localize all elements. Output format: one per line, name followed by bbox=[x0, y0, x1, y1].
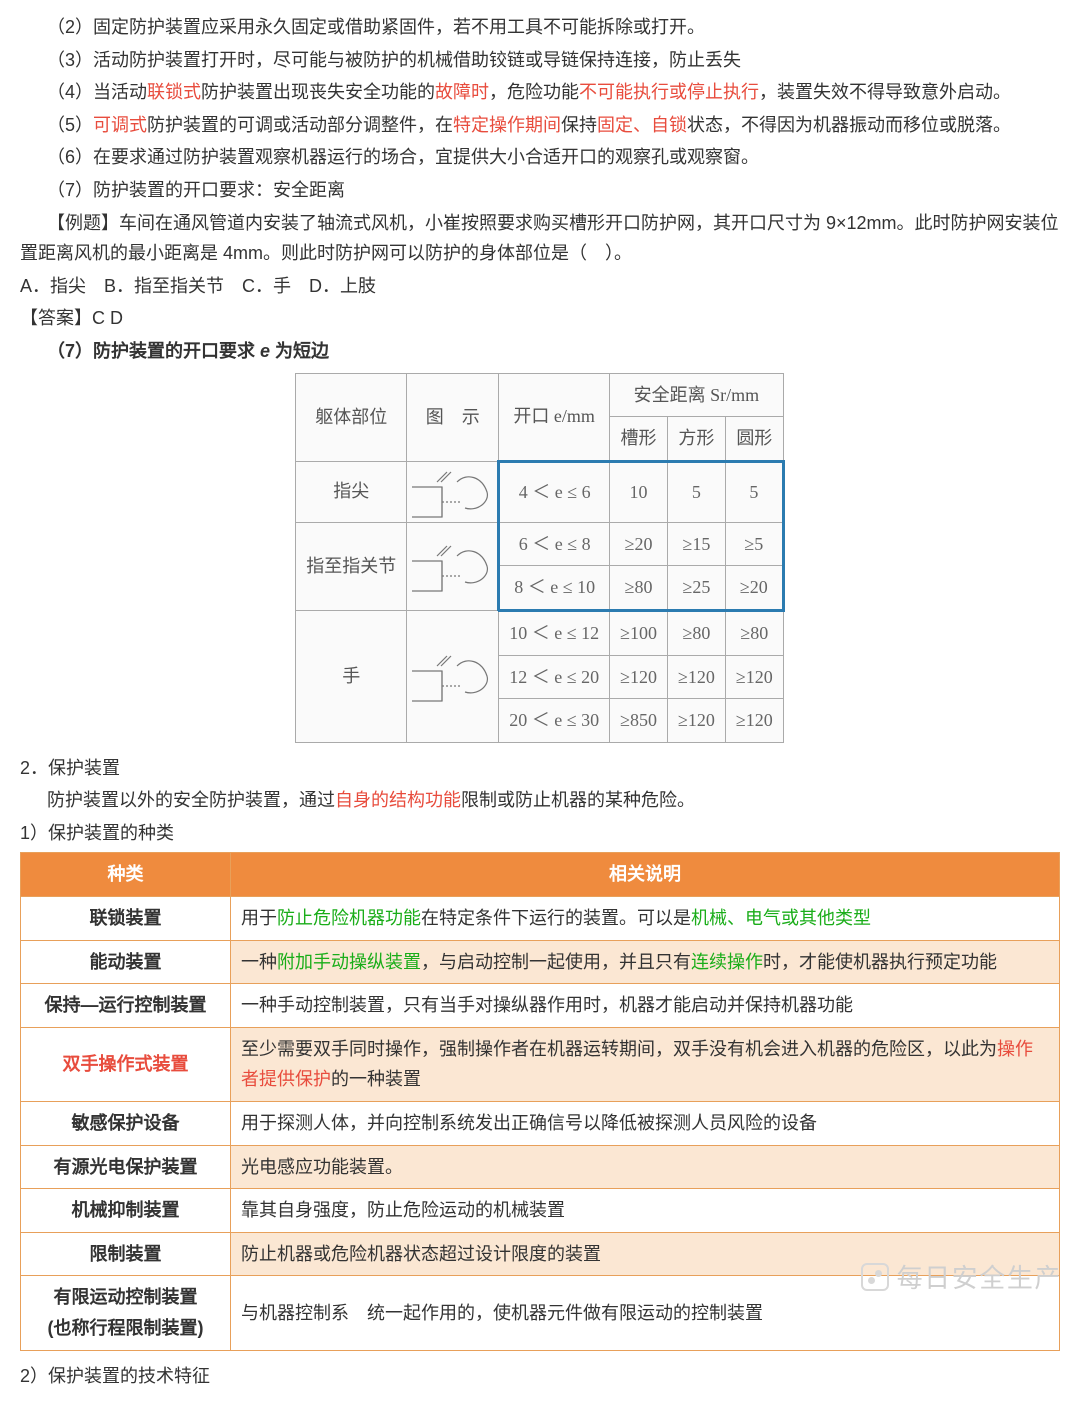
section-2-2-title: 2）保护装置的技术特征 bbox=[20, 1361, 1060, 1392]
st-fig-1 bbox=[407, 522, 499, 610]
st-hdr-open: 开口 e/mm bbox=[499, 373, 610, 461]
p4-b: 联锁式 bbox=[147, 82, 201, 102]
st-fig-2 bbox=[407, 610, 499, 742]
para-4: （4）当活动联锁式防护装置出现丧失安全功能的故障时，危险功能不可能执行或停止执行… bbox=[20, 77, 1060, 108]
p5-a: （5） bbox=[47, 115, 93, 135]
st-val-2-1-1: ≥120 bbox=[667, 655, 725, 699]
st-val-1-1-0: ≥80 bbox=[610, 566, 668, 611]
st-range-1-1: 8 ＜ e ≤ 10 bbox=[499, 566, 610, 611]
p7b-a: （7）防护装置的开口要求 bbox=[47, 341, 260, 361]
types-col-2-header: 相关说明 bbox=[231, 853, 1060, 897]
type-desc-6: 靠其自身强度，防止危险运动的机械装置 bbox=[231, 1189, 1060, 1233]
type-name-4: 敏感保护设备 bbox=[21, 1102, 231, 1146]
type-name-2: 保持—运行控制装置 bbox=[21, 984, 231, 1028]
st-val-2-0-1: ≥80 bbox=[667, 610, 725, 655]
type-desc-7: 防止机器或危险机器状态超过设计限度的装置 bbox=[231, 1232, 1060, 1276]
para-7-repeat: （7）防护装置的开口要求 e 为短边 bbox=[20, 336, 1060, 367]
p7b-c: 为短边 bbox=[270, 341, 329, 361]
st-hdr-body: 躯体部位 bbox=[296, 373, 407, 461]
st-hdr-round: 圆形 bbox=[725, 417, 783, 462]
s2d-a: 防护装置以外的安全防护装置，通过 bbox=[47, 790, 335, 810]
para-2: （2）固定防护装置应采用永久固定或借助紧固件，若不用工具不可能拆除或打开。 bbox=[20, 12, 1060, 43]
st-range-2-1: 12 ＜ e ≤ 20 bbox=[499, 655, 610, 699]
example-options: A．指尖 B．指至指关节 C．手 D．上肢 bbox=[20, 271, 1060, 302]
p7b-b: e bbox=[260, 341, 270, 361]
type-name-8: 有限运动控制装置(也称行程限制装置) bbox=[21, 1276, 231, 1350]
st-val-2-1-2: ≥120 bbox=[725, 655, 783, 699]
section-2-title: 2．保护装置 bbox=[20, 753, 1060, 784]
type-name-6: 机械抑制装置 bbox=[21, 1189, 231, 1233]
p5-e: 保持 bbox=[561, 115, 597, 135]
p5-d: 特定操作期间 bbox=[453, 115, 561, 135]
p4-e: ，危险功能 bbox=[489, 82, 579, 102]
type-desc-8: 与机器控制系 统一起作用的，使机器元件做有限运动的控制装置 bbox=[231, 1276, 1060, 1350]
st-range-2-0: 10 ＜ e ≤ 12 bbox=[499, 610, 610, 655]
type-name-7: 限制装置 bbox=[21, 1232, 231, 1276]
st-hdr-slot: 槽形 bbox=[610, 417, 668, 462]
section-2-desc: 防护装置以外的安全防护装置，通过自身的结构功能限制或防止机器的某种危险。 bbox=[20, 785, 1060, 816]
type-desc-5: 光电感应功能装置。 bbox=[231, 1145, 1060, 1189]
type-name-0: 联锁装置 bbox=[21, 897, 231, 941]
type-name-1: 能动装置 bbox=[21, 940, 231, 984]
p4-f: 不可能执行或停止执行 bbox=[579, 82, 759, 102]
para-7: （7）防护装置的开口要求：安全距离 bbox=[20, 175, 1060, 206]
st-body-0: 指尖 bbox=[296, 461, 407, 522]
s2d-b: 自身的结构功能 bbox=[335, 790, 461, 810]
st-val-0-0-1: 5 bbox=[667, 461, 725, 522]
p4-d: 故障时 bbox=[435, 82, 489, 102]
p4-a: （4）当活动 bbox=[47, 82, 147, 102]
body-part-diagram bbox=[407, 462, 497, 522]
s2d-c: 限制或防止机器的某种危险。 bbox=[461, 790, 695, 810]
type-desc-1: 一种附加手动操纵装置，与启动控制一起使用，并且只有连续操作时，才能使机器执行预定… bbox=[231, 940, 1060, 984]
st-val-2-0-2: ≥80 bbox=[725, 610, 783, 655]
st-val-0-0-2: 5 bbox=[725, 461, 783, 522]
safety-distance-table: 躯体部位图 示开口 e/mm安全距离 Sr/mm槽形方形圆形指尖 4 ＜ e ≤… bbox=[295, 373, 785, 743]
st-range-0-0: 4 ＜ e ≤ 6 bbox=[499, 461, 610, 522]
st-val-2-2-2: ≥120 bbox=[725, 699, 783, 743]
st-val-1-0-2: ≥5 bbox=[725, 522, 783, 566]
protective-device-types-table: 种类 相关说明 联锁装置用于防止危险机器功能在特定条件下运行的装置。可以是机械、… bbox=[20, 852, 1060, 1350]
type-name-3: 双手操作式装置 bbox=[21, 1027, 231, 1101]
st-val-2-0-0: ≥100 bbox=[610, 610, 668, 655]
body-part-diagram bbox=[407, 646, 497, 706]
st-hdr-safe: 安全距离 Sr/mm bbox=[610, 373, 784, 417]
section-2-1-title: 1）保护装置的种类 bbox=[20, 818, 1060, 849]
st-body-1: 指至指关节 bbox=[296, 522, 407, 610]
type-name-5: 有源光电保护装置 bbox=[21, 1145, 231, 1189]
st-fig-0 bbox=[407, 461, 499, 522]
st-val-1-1-1: ≥25 bbox=[667, 566, 725, 611]
type-desc-0: 用于防止危险机器功能在特定条件下运行的装置。可以是机械、电气或其他类型 bbox=[231, 897, 1060, 941]
para-5: （5）可调式防护装置的可调或活动部分调整件，在特定操作期间保持固定、自锁状态，不… bbox=[20, 110, 1060, 141]
types-col-1-header: 种类 bbox=[21, 853, 231, 897]
st-val-1-1-2: ≥20 bbox=[725, 566, 783, 611]
p5-g: 状态，不得因为机器振动而移位或脱落。 bbox=[687, 115, 1011, 135]
type-desc-3: 至少需要双手同时操作，强制操作者在机器运转期间，双手没有机会进入机器的危险区，以… bbox=[231, 1027, 1060, 1101]
type-desc-4: 用于探测人体，并向控制系统发出正确信号以降低被探测人员风险的设备 bbox=[231, 1102, 1060, 1146]
example-answer: 【答案】C D bbox=[20, 303, 1060, 334]
st-val-0-0-0: 10 bbox=[610, 461, 668, 522]
example-question: 【例题】车间在通风管道内安装了轴流式风机，小崔按照要求购买槽形开口防护网，其开口… bbox=[20, 208, 1060, 269]
st-val-1-0-0: ≥20 bbox=[610, 522, 668, 566]
st-val-2-2-0: ≥850 bbox=[610, 699, 668, 743]
body-part-diagram bbox=[407, 536, 497, 596]
p5-f: 固定、自锁 bbox=[597, 115, 687, 135]
st-val-2-1-0: ≥120 bbox=[610, 655, 668, 699]
type-desc-2: 一种手动控制装置，只有当手对操纵器作用时，机器才能启动并保持机器功能 bbox=[231, 984, 1060, 1028]
st-hdr-fig: 图 示 bbox=[407, 373, 499, 461]
st-val-2-2-1: ≥120 bbox=[667, 699, 725, 743]
st-val-1-0-1: ≥15 bbox=[667, 522, 725, 566]
p5-c: 防护装置的可调或活动部分调整件，在 bbox=[147, 115, 453, 135]
st-range-2-2: 20 ＜ e ≤ 30 bbox=[499, 699, 610, 743]
para-6: （6）在要求通过防护装置观察机器运行的场合，宜提供大小合适开口的观察孔或观察窗。 bbox=[20, 142, 1060, 173]
p4-c: 防护装置出现丧失安全功能的 bbox=[201, 82, 435, 102]
para-3: （3）活动防护装置打开时，尽可能与被防护的机械借助铰链或导链保持连接，防止丢失 bbox=[20, 45, 1060, 76]
p5-b: 可调式 bbox=[93, 115, 147, 135]
st-hdr-square: 方形 bbox=[667, 417, 725, 462]
p4-g: ，装置失效不得导致意外启动。 bbox=[759, 82, 1011, 102]
st-range-1-0: 6 ＜ e ≤ 8 bbox=[499, 522, 610, 566]
st-body-2: 手 bbox=[296, 610, 407, 742]
